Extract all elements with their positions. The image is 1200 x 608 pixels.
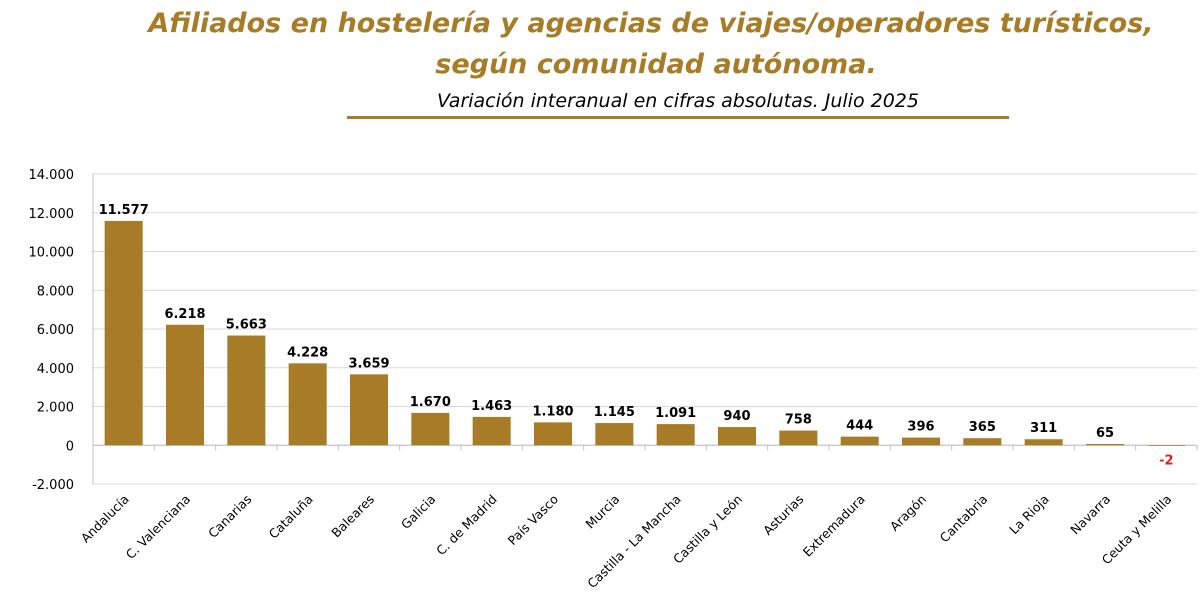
x-category-label: País Vasco	[505, 492, 561, 548]
data-label: 4.228	[287, 345, 328, 360]
data-label: 444	[846, 419, 873, 434]
bar	[656, 424, 695, 446]
data-label: 6.218	[164, 307, 205, 322]
bar	[104, 220, 143, 446]
data-label: -2	[1159, 453, 1173, 468]
bar	[472, 416, 511, 446]
data-label: 65	[1096, 426, 1114, 441]
data-label: 11.577	[99, 203, 149, 218]
bar	[288, 363, 327, 446]
bar	[227, 335, 266, 446]
x-category-label: Andalucía	[78, 492, 132, 546]
y-tick-label: 12.000	[29, 207, 75, 222]
x-category-label: Cantabria	[937, 492, 991, 546]
bar	[411, 412, 450, 446]
bar	[779, 430, 818, 446]
bar	[840, 436, 879, 446]
data-label: 5.663	[226, 318, 267, 333]
data-label: 1.145	[594, 405, 635, 420]
bar	[1085, 443, 1125, 446]
x-category-label: Murcia	[582, 492, 622, 532]
y-tick-label: 4.000	[37, 362, 74, 377]
data-label: 3.659	[348, 356, 389, 371]
data-label: 311	[1030, 421, 1057, 436]
y-tick-label: 2.000	[37, 401, 74, 416]
data-label: 1.180	[532, 404, 573, 419]
bar	[349, 374, 389, 446]
bar	[1024, 439, 1063, 446]
bar	[901, 437, 941, 446]
data-label: 758	[785, 413, 812, 428]
bar	[717, 427, 757, 446]
x-category-label: Cataluña	[266, 492, 316, 542]
y-tick-label: 6.000	[37, 323, 74, 338]
y-tick-label: 14.000	[29, 168, 75, 183]
x-category-label: Baleares	[328, 492, 377, 541]
chart-title-line1: Afiliados en hostelería y agencias de vi…	[148, 8, 1154, 39]
y-tick-label: 8.000	[37, 284, 74, 299]
chart-title-line2: según comunidad autónoma.	[435, 49, 877, 80]
x-category-label: La Rioja	[1006, 492, 1052, 538]
bar	[533, 422, 573, 446]
data-label: 1.463	[471, 399, 512, 414]
bar-chart: -2.000 0 2.000 4.000 6.000 8.000 10.000 12.000 1…	[29, 168, 1198, 591]
x-category-label: Extremadura	[800, 492, 868, 560]
x-category-label: Galicia	[398, 492, 439, 533]
subtitle-underline	[347, 116, 1009, 119]
y-tick-label: 10.000	[29, 246, 75, 261]
x-category-label: Asturias	[760, 492, 806, 538]
chart-subtitle: Variación interanual en cifras absolutas…	[437, 90, 919, 112]
y-tick-label: 0	[66, 439, 74, 454]
x-category-label: C. Valenciana	[123, 492, 193, 562]
x-category-label: Aragón	[887, 492, 929, 534]
data-label: 365	[969, 420, 996, 435]
x-category-label: C. de Madrid	[433, 492, 500, 559]
bar	[165, 324, 205, 446]
x-category-label: Canarias	[205, 492, 254, 541]
bar	[1147, 445, 1186, 446]
bar	[595, 423, 634, 446]
data-label: 940	[723, 409, 750, 424]
bar	[963, 438, 1002, 446]
data-label: 1.670	[410, 395, 451, 410]
y-tick-label: -2.000	[32, 478, 74, 493]
data-label: 1.091	[655, 406, 696, 421]
x-category-label: Navarra	[1067, 492, 1113, 538]
data-label: 396	[907, 420, 934, 435]
